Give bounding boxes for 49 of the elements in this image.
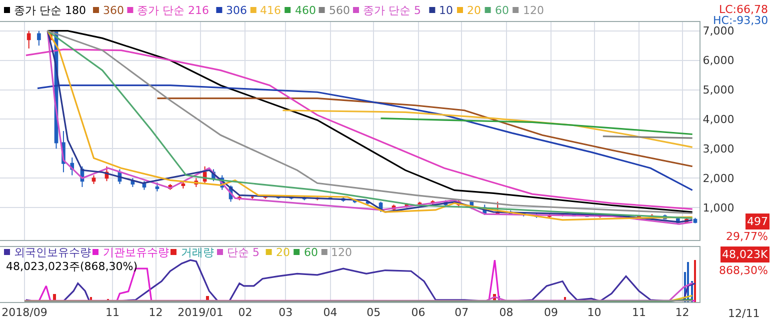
legend-label: 단순 5 <box>227 246 260 259</box>
x-tick-label: 2018/09 <box>2 306 48 320</box>
x-tick-label: 03 <box>278 306 293 320</box>
legend-label: 560 <box>329 4 350 17</box>
legend-label: 60 <box>304 246 318 259</box>
x-tick-label: 09 <box>544 306 558 320</box>
x-tick-label: 07 <box>454 306 469 320</box>
text: 29,77% <box>726 230 768 243</box>
x-tick-label: 12 <box>675 306 690 320</box>
legend-label: 기관보유수량 <box>103 246 169 259</box>
legend-label: 거래량 <box>181 246 214 259</box>
y-tick-label: 2,000 <box>702 172 734 185</box>
x-tick-label: 2019/01 <box>178 306 224 320</box>
text: 868,30% <box>719 264 768 277</box>
x-tick-label: 12 <box>148 306 163 320</box>
y-tick-label: 3,000 <box>702 142 734 156</box>
x-tick-label: 02 <box>238 306 252 320</box>
y-tick-label: 5,000 <box>702 84 734 97</box>
legend-label: 416 <box>260 4 281 17</box>
legend-label: 60 <box>495 4 509 17</box>
legend-label: 종가 단순 216 <box>137 4 209 17</box>
y-tick-label: 4,000 <box>702 113 734 126</box>
x-tick-label: 05 <box>366 306 381 320</box>
legend-label: 360 <box>103 4 124 17</box>
legend-label: 460 <box>295 4 316 17</box>
text: 12/11 <box>728 307 760 320</box>
legend-label: 20 <box>467 4 481 17</box>
y-tick-label: 1,000 <box>702 201 734 214</box>
text: 497 <box>747 215 768 228</box>
legend-label: 20 <box>276 246 290 259</box>
x-tick-label: 08 <box>499 306 514 320</box>
text: HC:-93,30 <box>713 14 768 27</box>
x-tick-label: 11 <box>106 306 120 320</box>
x-tick-label: 10 <box>587 306 602 320</box>
text: 48,023K <box>722 248 768 261</box>
legend-label: 120 <box>331 246 352 259</box>
legend-label: 306 <box>226 4 247 17</box>
y-tick-label: 6,000 <box>702 54 734 68</box>
x-tick-label: 06 <box>411 306 426 320</box>
legend-label: 종가 단순 180 <box>14 4 86 17</box>
x-tick-label: 11 <box>632 306 646 320</box>
annotation: 48,023,023주(868,30%) <box>6 260 138 273</box>
x-tick-label: 04 <box>323 306 338 320</box>
y-tick-label: 7,000 <box>702 24 734 38</box>
text: LC:66,78 <box>719 3 768 16</box>
legend-label: 120 <box>523 4 544 17</box>
legend-label: 10 <box>439 4 453 17</box>
legend-label: 외국인보유수량 <box>14 246 91 259</box>
legend-label: 종가 단순 5 <box>363 4 421 17</box>
